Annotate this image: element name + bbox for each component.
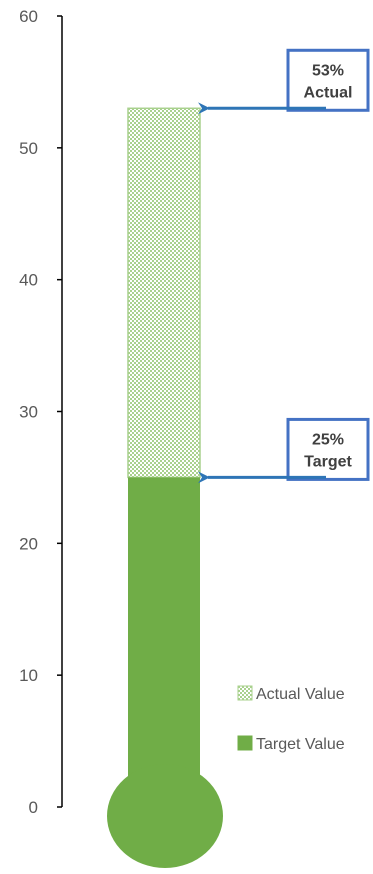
callout-box [286, 48, 370, 112]
callout-box [286, 417, 370, 481]
thermometer-bars [107, 107, 223, 868]
y-tick-label: 30 [19, 403, 38, 422]
legend: Actual Value Target Value [237, 685, 345, 753]
y-tick-label: 40 [19, 271, 38, 290]
y-tick-label: 0 [29, 798, 38, 817]
y-tick-label: 20 [19, 534, 38, 553]
legend-swatch [237, 685, 253, 701]
legend-swatch [237, 735, 253, 751]
legend-label: Actual Value [256, 686, 345, 703]
callout-value: 53% [312, 62, 344, 79]
thermometer-bulb [107, 764, 223, 868]
y-tick-label: 50 [19, 139, 38, 158]
legend-label: Target Value [256, 736, 345, 753]
y-axis: 0 10 20 30 40 50 60 [19, 7, 63, 817]
y-tick-label: 10 [19, 666, 38, 685]
callout-label: Target [304, 453, 352, 470]
target-value-bar [128, 477, 200, 785]
callouts: 53% Actual 25% Target [198, 48, 370, 484]
y-tick-label: 60 [19, 7, 38, 26]
actual-value-bar [127, 107, 201, 479]
callout-value: 25% [312, 431, 344, 448]
callout-label: Actual [304, 84, 353, 101]
